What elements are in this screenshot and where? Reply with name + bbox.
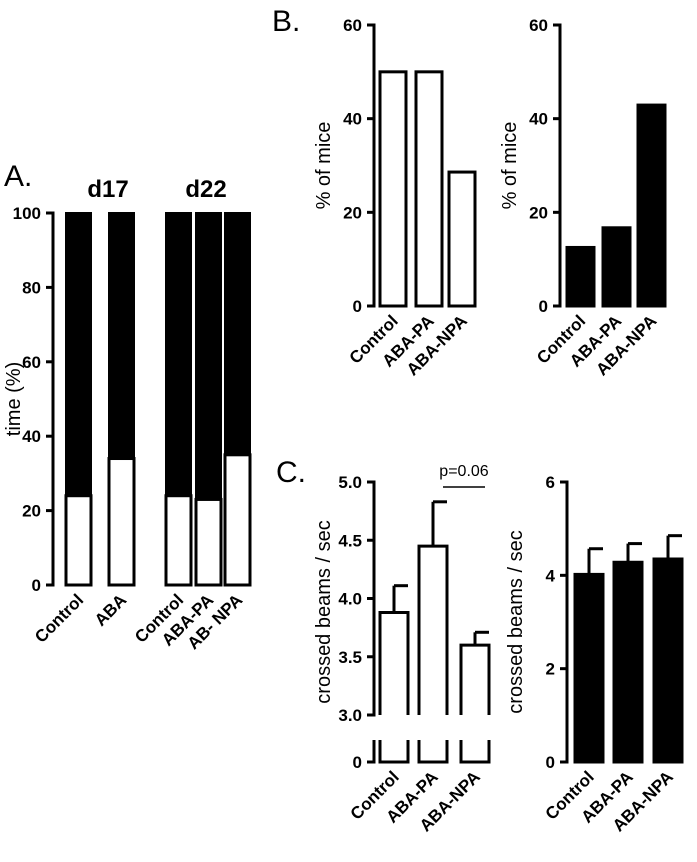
c-left-bar <box>417 544 449 715</box>
c-right-y-axis-label: crossed beams / sec <box>505 530 527 713</box>
a-category-label: Control <box>31 590 87 646</box>
b-left-y-tick-label: 60 <box>343 16 362 35</box>
c-right-bar <box>612 560 644 764</box>
c-left-y-tick-label: 3.5 <box>338 648 362 667</box>
c-left-y-tick-label: 4.0 <box>338 590 362 609</box>
b-right-bar <box>601 226 632 308</box>
b-left-y-axis-label: % of mice <box>313 122 335 210</box>
c-right-bar <box>652 557 684 764</box>
b-right-y-tick-label: 0 <box>539 297 548 316</box>
b-left-bar <box>447 170 477 308</box>
a-bar-white-segment <box>64 494 93 587</box>
a-group-label: d17 <box>87 176 128 203</box>
a-y-tick-label: 60 <box>22 353 41 372</box>
b-right-y-tick-label: 60 <box>529 16 548 35</box>
a-bar-white-segment <box>107 457 136 587</box>
c-left-p-value: p=0.06 <box>439 463 488 480</box>
c-left-bar-stub <box>459 740 491 764</box>
c-right-bar <box>573 572 605 764</box>
a-y-tick-label: 80 <box>22 278 41 297</box>
a-bar-black-segment <box>195 212 222 501</box>
a-bar-black-segment <box>165 212 192 497</box>
b-left-y-tick-label: 20 <box>343 203 362 222</box>
b-right-bar <box>565 245 596 308</box>
c-left-y-axis-label: crossed beams / sec <box>313 520 335 703</box>
a-bar-black-segment <box>108 212 135 460</box>
a-y-axis-label: time (%) <box>3 362 25 436</box>
a-group-label: d22 <box>185 176 226 203</box>
c-left-bar-stub <box>417 740 449 764</box>
b-left-y-tick-label: 0 <box>353 297 362 316</box>
c-left-y-tick-label: 5.0 <box>338 473 362 492</box>
a-y-tick-label: 20 <box>22 502 41 521</box>
b-right-y-axis-label: % of mice <box>499 122 521 210</box>
c-right-y-tick-label: 0 <box>546 753 555 772</box>
c-left-y-tick-label: 3.0 <box>338 706 362 725</box>
a-bar-white-segment <box>164 494 193 587</box>
c-left-bar <box>378 610 410 715</box>
a-category-label: ABA <box>91 590 130 629</box>
a-y-tick-label: 40 <box>22 427 41 446</box>
a-y-tick-label: 100 <box>13 204 41 223</box>
c-right-y-tick-label: 4 <box>546 566 556 585</box>
c-right-y-tick-label: 6 <box>546 473 555 492</box>
panel-label-b: B. <box>272 5 300 38</box>
b-left-bar <box>378 70 408 308</box>
a-y-tick-label: 0 <box>32 576 41 595</box>
c-left-y-tick-label: 4.5 <box>338 531 362 550</box>
c-right-y-tick-label: 2 <box>546 660 555 679</box>
b-right-y-tick-label: 40 <box>529 110 548 129</box>
c-left-y-tick-label: 0 <box>353 753 362 772</box>
b-right-y-tick-label: 20 <box>529 203 548 222</box>
a-bar-black-segment <box>224 212 251 456</box>
b-left-y-tick-label: 40 <box>343 110 362 129</box>
panel-label-a: A. <box>4 160 32 193</box>
c-left-bar <box>459 643 491 715</box>
c-left-bar-stub <box>378 740 410 764</box>
a-bar-white-segment <box>223 453 252 587</box>
a-bar-white-segment <box>194 497 223 587</box>
panel-label-c: C. <box>276 456 306 489</box>
a-bar-black-segment <box>65 212 92 497</box>
b-right-bar <box>636 103 667 308</box>
b-left-bar <box>414 70 444 308</box>
